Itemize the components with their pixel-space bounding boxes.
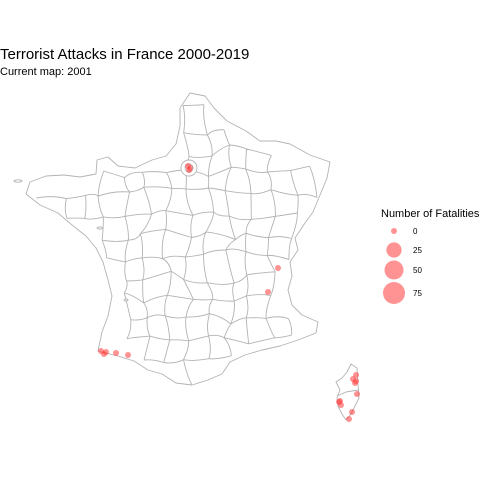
legend-label-75: 75	[413, 289, 422, 298]
attack-point	[350, 376, 356, 382]
map-subtitle: Current map: 2001	[0, 66, 92, 78]
attack-point	[275, 265, 281, 271]
attack-point	[354, 391, 360, 397]
corsica-department-border	[336, 389, 359, 397]
island-2	[96, 226, 104, 230]
legend-key-0	[391, 228, 397, 234]
legend-key-25	[386, 242, 402, 258]
attack-point	[125, 352, 131, 358]
france-outline	[25, 92, 331, 386]
attack-point	[336, 399, 342, 405]
attack-point	[349, 409, 355, 415]
fatalities-legend: Number of Fatalities 0 25 50 75	[381, 208, 480, 304]
department-border-lines	[35, 104, 318, 386]
attack-point	[346, 416, 352, 422]
map-title: Terrorist Attacks in France 2000-2019	[0, 46, 250, 63]
attack-point	[103, 349, 109, 355]
legend-label-25: 25	[413, 246, 422, 255]
legend-key-50	[384, 260, 404, 280]
attack-points	[98, 163, 360, 422]
attack-point	[113, 350, 119, 356]
attack-point	[186, 167, 192, 173]
department-borders	[13, 92, 331, 386]
island-3	[123, 298, 129, 302]
legend-label-50: 50	[413, 266, 422, 275]
attack-point	[265, 289, 271, 295]
island-1	[13, 179, 23, 183]
legend-title: Number of Fatalities	[381, 208, 480, 220]
legend-key-75	[383, 282, 405, 304]
legend-label-0: 0	[413, 227, 418, 236]
